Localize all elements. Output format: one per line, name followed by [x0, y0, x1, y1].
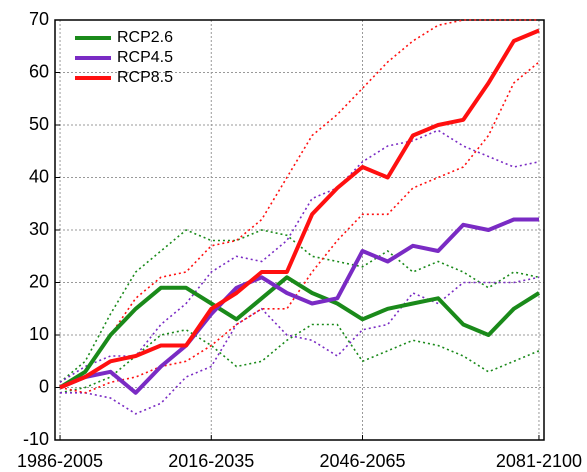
y-tick-label: 70	[29, 9, 49, 29]
y-tick-label: -10	[23, 429, 49, 449]
y-tick-label: 60	[29, 61, 49, 81]
y-tick-label: 30	[29, 219, 49, 239]
legend-label: RCP4.5	[117, 49, 173, 66]
range-line	[59, 129, 540, 383]
legend-label: RCP2.6	[117, 29, 173, 46]
legend-label: RCP8.5	[117, 69, 173, 86]
y-tick-label: 10	[29, 324, 49, 344]
x-tick-label: 2046-2065	[319, 451, 405, 471]
range-line	[59, 19, 539, 389]
series-line	[59, 28, 540, 390]
x-tick-label: 2016-2035	[168, 451, 254, 471]
range-line	[59, 61, 540, 394]
range-line	[59, 229, 540, 383]
x-tick-label: 1986-2005	[17, 451, 103, 471]
legend: RCP2.6 RCP4.5 RCP8.5	[75, 29, 173, 86]
series-line	[58, 275, 541, 390]
y-tick-label: 40	[29, 166, 49, 186]
range-line	[60, 276, 540, 415]
series-line	[59, 217, 539, 395]
y-tick-label: 50	[29, 114, 49, 134]
y-tick-label: 0	[39, 376, 49, 396]
y-tick-label: 20	[29, 271, 49, 291]
x-tick-label: 2081-2100	[496, 451, 582, 471]
